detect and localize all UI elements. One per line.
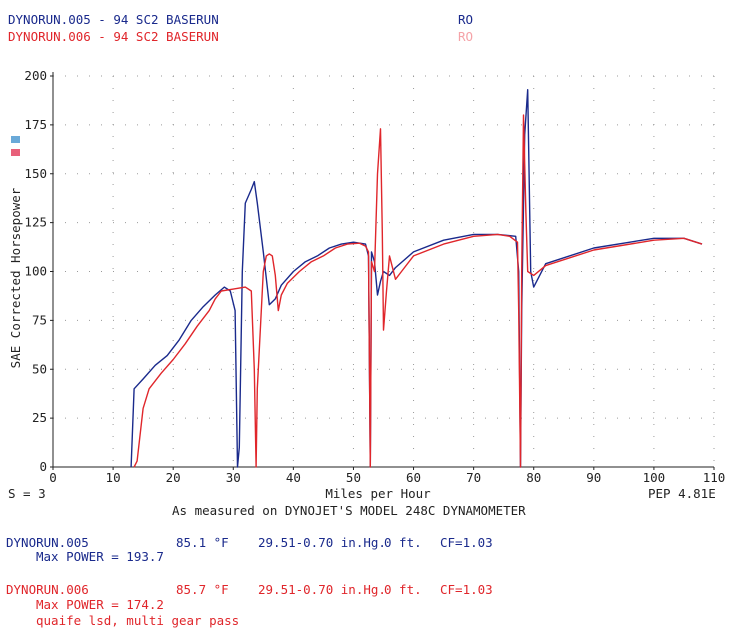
x-tick-label: 20 — [166, 470, 181, 485]
x-tick-label: 30 — [226, 470, 241, 485]
x-tick-label: 0 — [49, 470, 57, 485]
run2-temp: 85.7 °F — [176, 582, 229, 597]
pep-label: PEP 4.81E — [648, 486, 716, 501]
x-tick-label: 10 — [106, 470, 121, 485]
run1-alt: 0 ft. — [384, 535, 422, 550]
run2-note: quaife lsd, multi gear pass — [36, 613, 240, 628]
run1-name: DYNORUN.005 — [6, 535, 89, 550]
y-tick-label: 0 — [39, 459, 47, 474]
x-axis-label: Miles per Hour — [325, 486, 431, 501]
y-tick-label: 50 — [32, 361, 47, 376]
x-tick-label: 110 — [703, 470, 726, 485]
series-line-1 — [130, 89, 703, 468]
legend-swatch-run1 — [11, 136, 20, 143]
dyno-chart: 0 25 50 75 100 125 150 175 200 0 10 20 30 40 50 60 70 80… — [8, 68, 725, 501]
x-tick-label: 60 — [406, 470, 421, 485]
run2-name: DYNORUN.006 — [6, 582, 89, 597]
chart-series — [130, 89, 703, 468]
y-tick-label: 100 — [24, 264, 47, 279]
measured-note: As measured on DYNOJET'S MODEL 248C DYNA… — [172, 503, 526, 518]
chart-axes — [50, 72, 715, 470]
run1-cf: CF=1.03 — [440, 535, 493, 550]
x-tick-label: 40 — [286, 470, 301, 485]
run2-tag: RO — [458, 29, 474, 44]
x-tick-label: 90 — [586, 470, 601, 485]
run1-max-power: Max POWER = 193.7 — [36, 549, 164, 564]
x-tick-label: 100 — [643, 470, 666, 485]
y-tick-label: 200 — [24, 68, 47, 83]
y-tick-label: 175 — [24, 117, 47, 132]
run1-tag: RO — [458, 12, 474, 27]
y-tick-label: 125 — [24, 215, 47, 230]
run2-title: DYNORUN.006 - 94 SC2 BASERUN — [8, 29, 219, 44]
legend-swatch-run2 — [11, 149, 20, 156]
run2-cf: CF=1.03 — [440, 582, 493, 597]
x-tick-labels: 0 10 20 30 40 50 60 70 80 90 100 110 — [49, 470, 725, 485]
y-tick-label: 75 — [32, 312, 47, 327]
y-axis-label: SAE Corrected Horsepower — [8, 187, 23, 368]
x-tick-label: 70 — [466, 470, 481, 485]
y-tick-label: 25 — [32, 410, 47, 425]
run2-baro: 29.51-0.70 in.Hg. — [258, 582, 386, 597]
s-label: S = 3 — [8, 486, 46, 501]
y-tick-label: 150 — [24, 166, 47, 181]
run1-temp: 85.1 °F — [176, 535, 229, 550]
run2-max-power: Max POWER = 174.2 — [36, 597, 164, 612]
run1-title: DYNORUN.005 - 94 SC2 BASERUN — [8, 12, 219, 27]
x-tick-label: 80 — [526, 470, 541, 485]
x-tick-label: 50 — [346, 470, 361, 485]
y-tick-labels: 0 25 50 75 100 125 150 175 200 — [24, 68, 47, 474]
run1-baro: 29.51-0.70 in.Hg. — [258, 535, 386, 550]
run2-alt: 0 ft. — [384, 582, 422, 597]
series-line-2 — [133, 114, 703, 468]
